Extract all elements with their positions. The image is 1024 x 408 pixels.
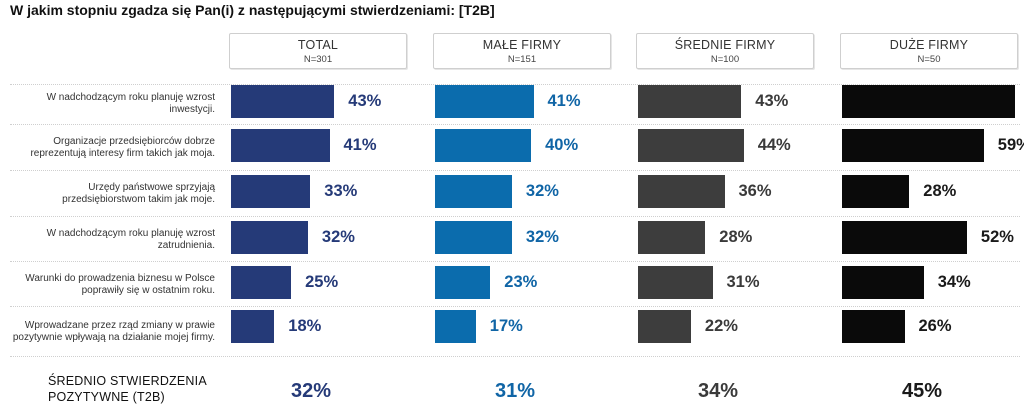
value-label: 22% [704,317,738,335]
row-separator [10,84,1020,85]
row-label-1: Organizacje przedsiębiorców dobrze repre… [30,136,215,159]
bar-0-4 [231,266,292,299]
value-label: 36% [738,182,772,200]
value-label: 43% [755,92,789,110]
row-separator [10,170,1020,171]
column-header-0: TOTAL N=301 [229,33,407,69]
value-label: 44% [757,136,791,154]
row-separator [10,216,1020,217]
bar-1-1 [435,129,532,162]
column-header-1: MAŁE FIRMY N=151 [433,33,611,69]
bar-2-5 [638,310,691,343]
bar-1-2 [435,175,512,208]
summary-label: ŚREDNIO STWIERDZENIA POZYTYWNE (T2B) [48,374,207,404]
value-label: 28% [923,182,957,200]
bar-0-0 [231,85,335,118]
summary-value: 31% [495,380,536,402]
bar-3-2 [842,175,910,208]
bar-0-5 [231,310,275,343]
row-label-0: W nadchodzącym roku planuję wzrost inwes… [46,92,215,115]
bar-2-4 [638,266,713,299]
bar-1-4 [435,266,491,299]
bar-3-5 [842,310,905,343]
row-label-4: Warunki do prowadzenia biznesu w Polsce … [25,273,215,296]
column-header-3: DUŻE FIRMY N=50 [840,33,1018,69]
bar-0-2 [231,175,311,208]
value-label: 40% [545,136,579,154]
value-label: 26% [918,317,952,335]
bar-3-1 [842,129,984,162]
row-label-2: Urzędy państwowe sprzyjają przedsiębiors… [62,182,215,205]
value-label: 17% [489,317,523,335]
value-label: 41% [343,136,377,154]
row-separator [10,261,1020,262]
bar-1-3 [435,221,512,254]
value-label: 59% [997,136,1024,154]
value-label: 34% [937,273,971,291]
column-header-2: ŚREDNIE FIRMY N=100 [636,33,814,69]
column-header-sample-size: N=301 [303,54,333,65]
bar-3-0 [842,85,1015,118]
column-header-sample-size: N=151 [507,54,537,65]
bar-0-1 [231,129,330,162]
summary-value: 45% [902,380,943,402]
value-label: 52% [980,228,1014,246]
value-label: 25% [305,273,339,291]
column-header-sample-size: N=100 [710,54,740,65]
bar-2-0 [638,85,742,118]
bar-3-3 [842,221,967,254]
summary-value: 32% [291,380,332,402]
value-label: 18% [288,317,322,335]
bar-3-4 [842,266,924,299]
column-header-name: MAŁE FIRMY [482,38,562,52]
bar-2-2 [638,175,725,208]
column-header-name: ŚREDNIE FIRMY [674,38,776,52]
column-header-name: TOTAL [297,38,339,52]
value-label: 31% [726,273,760,291]
value-label: 41% [547,92,581,110]
row-label-5: Wprowadzane przez rząd zmiany w prawie p… [12,320,215,343]
value-label: 33% [324,182,358,200]
column-header-name: DUŻE FIRMY [889,38,969,52]
bar-1-5 [435,310,476,343]
bar-0-3 [231,221,308,254]
summary-value: 34% [698,380,739,402]
chart-title: W jakim stopniu zgadza się Pan(i) z nast… [10,2,495,18]
value-label: 32% [525,182,559,200]
value-label: 43% [348,92,382,110]
value-label: 23% [504,273,538,291]
bar-1-0 [435,85,534,118]
value-label: 32% [321,228,355,246]
bar-2-1 [638,129,744,162]
column-header-sample-size: N=50 [917,54,941,65]
bar-2-3 [638,221,706,254]
value-label: 32% [525,228,559,246]
value-label: 28% [719,228,753,246]
row-separator [10,306,1020,307]
row-label-3: W nadchodzącym roku planuję wzrost zatru… [46,228,215,251]
row-separator [10,356,1020,357]
row-separator [10,124,1020,125]
